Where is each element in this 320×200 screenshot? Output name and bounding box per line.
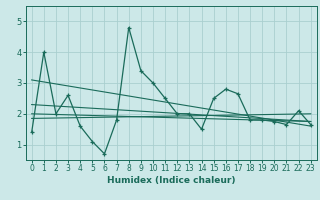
- X-axis label: Humidex (Indice chaleur): Humidex (Indice chaleur): [107, 176, 236, 185]
